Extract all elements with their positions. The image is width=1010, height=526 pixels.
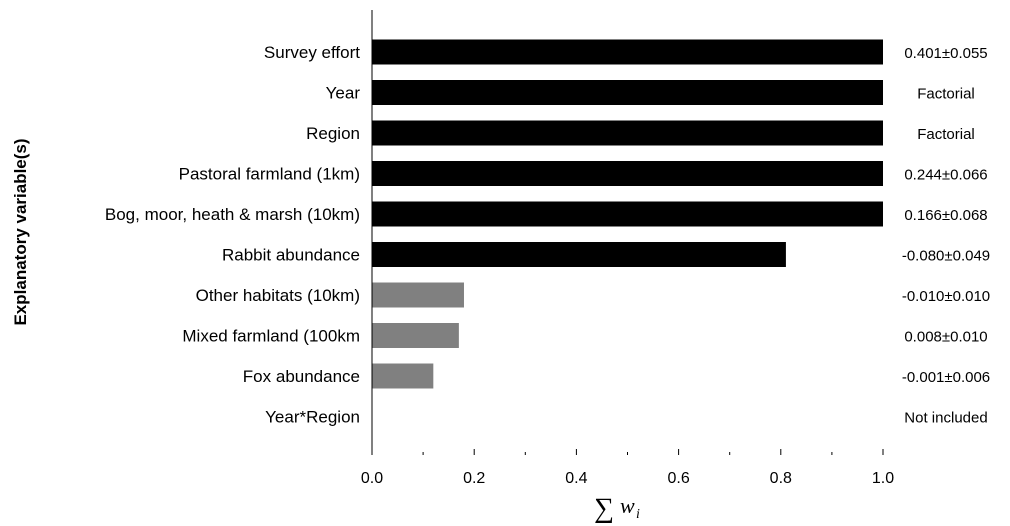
category-label: Pastoral farmland (1km) (179, 165, 360, 184)
bar-annotation: Factorial (917, 126, 975, 143)
bar-annotation: -0.001±0.006 (902, 369, 990, 386)
bar (372, 201, 883, 227)
annotations-group: 0.401±0.055 Factorial Factorial 0.244±0.066… (902, 45, 990, 427)
bar-annotation: Factorial (917, 86, 975, 103)
bar (372, 161, 883, 186)
x-tick-label: 0.8 (770, 470, 792, 487)
category-labels-group: Survey effort Year Region Pastoral farmland… (105, 43, 360, 427)
bar (372, 80, 883, 105)
bar (372, 323, 459, 348)
bar (372, 363, 434, 389)
category-label: Year*Region (265, 408, 360, 427)
category-label: Rabbit abundance (222, 246, 360, 265)
x-tick-label: 0.0 (361, 470, 383, 487)
x-axis-title-variable: w (620, 493, 635, 518)
x-axis-title-symbol: ∑ (594, 493, 614, 524)
y-axis-title: Explanatory variable(s) (11, 138, 30, 325)
category-label: Year (326, 84, 361, 103)
bar-annotation: 0.166±0.068 (904, 207, 987, 224)
bar (372, 242, 786, 267)
category-label: Region (306, 124, 360, 143)
x-tick-label: 1.0 (872, 470, 894, 487)
bar-annotation: -0.080±0.049 (902, 248, 990, 265)
x-axis-title: ∑ w i (594, 493, 640, 524)
category-label: Mixed farmland (100km (182, 327, 360, 346)
bar-annotation: 0.008±0.010 (904, 329, 987, 346)
category-label: Fox abundance (243, 367, 360, 386)
category-label: Survey effort (264, 43, 360, 62)
x-tick-label: 0.6 (667, 470, 689, 487)
x-axis: 0.0 0.2 0.4 0.6 0.8 1.0 (361, 449, 894, 487)
x-tick-label: 0.2 (463, 470, 485, 487)
bar-annotation: 0.401±0.055 (904, 45, 987, 62)
bar (372, 120, 883, 146)
bar-annotation: 0.244±0.066 (904, 167, 987, 184)
x-axis-title-subscript: i (636, 507, 640, 522)
bar (372, 39, 883, 65)
bar (372, 282, 464, 308)
bars-group (372, 39, 883, 389)
bar-annotation: Not included (904, 410, 987, 427)
category-label: Bog, moor, heath & marsh (10km) (105, 205, 360, 224)
category-label: Other habitats (10km) (196, 286, 360, 305)
bar-annotation: -0.010±0.010 (902, 288, 990, 305)
x-tick-label: 0.4 (565, 470, 587, 487)
